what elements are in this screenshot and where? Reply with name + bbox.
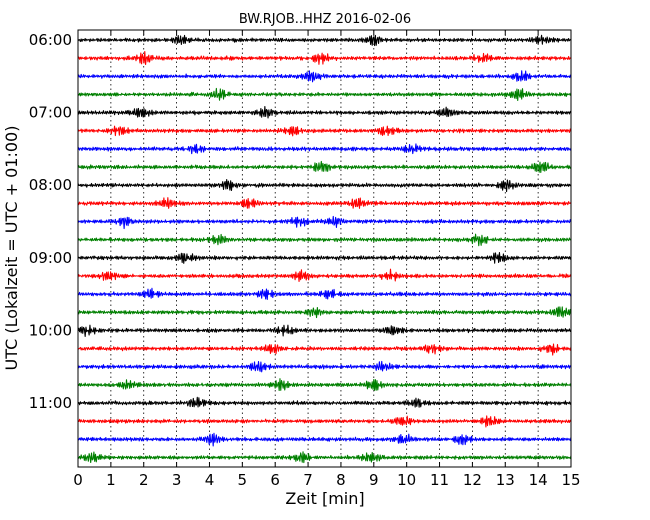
x-tick-label: 7	[303, 471, 313, 489]
x-tick-label: 13	[496, 471, 515, 489]
x-tick-label: 11	[430, 471, 449, 489]
trace-group	[77, 34, 572, 464]
y-tick-label: 06:00	[29, 31, 72, 49]
trace-line	[77, 396, 572, 408]
trace-line	[77, 343, 572, 356]
trace-line	[77, 160, 572, 173]
trace-line	[77, 197, 572, 209]
trace-line	[77, 378, 572, 392]
vertical-grid	[110, 30, 539, 467]
x-tick-label: 6	[270, 471, 280, 489]
y-tick-label: 11:00	[29, 394, 72, 412]
x-tick-label: 9	[369, 471, 379, 489]
trace-line	[77, 432, 572, 447]
trace-line	[77, 178, 572, 193]
x-tick-label: 14	[529, 471, 548, 489]
chart-title: BW.RJOB..HHZ 2016-02-06	[239, 12, 411, 27]
plot-frame	[77, 29, 572, 468]
y-tick-label: 08:00	[29, 176, 72, 194]
trace-line	[77, 51, 572, 66]
trace-line	[77, 360, 572, 373]
trace-line	[77, 105, 572, 119]
x-axis-label: Zeit [min]	[285, 489, 364, 508]
trace-line	[77, 70, 572, 83]
x-tick-label: 3	[172, 471, 182, 489]
x-tick-label: 0	[73, 471, 83, 489]
x-tick-label: 15	[561, 471, 580, 489]
trace-line	[77, 306, 572, 319]
trace-line	[77, 87, 572, 102]
trace-line	[77, 143, 572, 155]
x-tick-label: 5	[238, 471, 248, 489]
x-tick-label: 4	[205, 471, 215, 489]
trace-line	[77, 251, 572, 264]
y-axis: 06:00 07:00 08:00 09:00 10:00 11:00	[29, 31, 571, 412]
trace-line	[77, 233, 572, 247]
trace-line	[77, 268, 572, 282]
trace-line	[77, 287, 572, 300]
x-tick-label: 10	[397, 471, 416, 489]
x-tick-label: 8	[336, 471, 346, 489]
trace-line	[77, 451, 572, 464]
y-tick-label: 09:00	[29, 249, 72, 267]
trace-line	[77, 125, 572, 137]
x-tick-label: 1	[106, 471, 116, 489]
y-tick-label: 10:00	[29, 321, 72, 339]
trace-line	[77, 215, 572, 230]
trace-line	[77, 324, 572, 338]
x-axis: 0 1 2 3 4 5 6 7 8 9 10 11 12 13 14 15	[73, 30, 581, 489]
y-axis-label: UTC (Lokalzeit = UTC + 01:00)	[2, 126, 21, 371]
trace-line	[77, 415, 572, 428]
y-tick-label: 07:00	[29, 104, 72, 122]
trace-line	[77, 34, 572, 47]
x-tick-label: 2	[139, 471, 149, 489]
x-tick-label: 12	[463, 471, 482, 489]
